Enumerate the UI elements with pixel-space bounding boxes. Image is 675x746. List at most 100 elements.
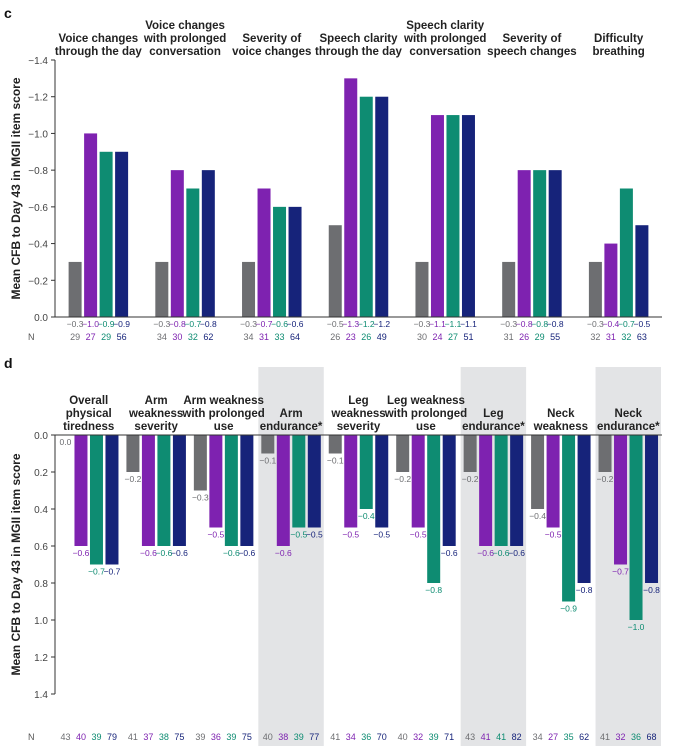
y-tick-label: 1.0 (34, 616, 48, 627)
bar (157, 435, 171, 546)
n-value: 29 (535, 332, 545, 342)
n-value: 51 (463, 332, 473, 342)
bar (141, 435, 155, 546)
data-label: −0.7 (104, 567, 121, 577)
n-value: 79 (107, 732, 117, 742)
bar (172, 435, 186, 546)
n-value: 37 (143, 732, 153, 742)
bar (170, 170, 184, 317)
bar (99, 151, 113, 317)
data-label: −0.4 (529, 511, 546, 521)
data-label: −0.7 (612, 567, 629, 577)
panel-label: c (4, 5, 12, 21)
n-value: 62 (579, 732, 589, 742)
bar (89, 435, 103, 565)
n-value: 31 (259, 332, 269, 342)
data-label: −0.6 (508, 548, 525, 558)
data-label: −0.8 (643, 585, 660, 595)
n-value: 30 (172, 332, 182, 342)
data-label: −1.2 (373, 319, 390, 329)
category-title: Neck (547, 408, 575, 420)
category-title: voice changes (232, 46, 311, 58)
bar (598, 435, 612, 472)
data-label: −0.6 (441, 548, 458, 558)
n-value: 32 (413, 732, 423, 742)
data-label: −0.5 (342, 530, 359, 540)
category-title: Severity of (503, 33, 562, 45)
bar (126, 435, 140, 472)
y-axis-label: Mean CFB to Day 43 in MGII item score (9, 77, 23, 299)
data-label: −0.8 (576, 585, 593, 595)
data-label: −0.8 (425, 585, 442, 595)
n-value: 23 (346, 332, 356, 342)
bar (240, 435, 254, 546)
bar (186, 188, 200, 317)
n-value: 36 (361, 732, 371, 742)
data-label: −1.1 (429, 319, 446, 329)
n-value: 24 (432, 332, 442, 342)
category-title: conversation (409, 46, 481, 58)
n-value: 29 (101, 332, 111, 342)
category-title: with prolonged (181, 408, 264, 420)
category-title: Speech clarity (320, 33, 399, 45)
n-row-label: N (28, 332, 35, 342)
data-label: −0.5 (290, 530, 307, 540)
n-value: 35 (564, 732, 574, 742)
bar (375, 96, 389, 317)
category-title: through the day (315, 46, 402, 58)
bar (276, 435, 290, 546)
bar (546, 435, 560, 528)
data-label: −1.2 (358, 319, 375, 329)
bar (273, 206, 287, 317)
data-label: −0.6 (156, 548, 173, 558)
n-value: 62 (203, 332, 213, 342)
n-value: 27 (86, 332, 96, 342)
panel-d-chart: d Mean CFB to Day 43 in MGII item score 0.… (4, 355, 662, 746)
n-value: 41 (481, 732, 491, 742)
n-value: 56 (117, 332, 127, 342)
n-value: 39 (226, 732, 236, 742)
n-value: 26 (361, 332, 371, 342)
category-title: through the day (55, 46, 142, 58)
n-value: 31 (504, 332, 514, 342)
category-title: with prolonged (403, 33, 486, 45)
n-value: 39 (429, 732, 439, 742)
category-title: Voice changes (145, 20, 225, 32)
n-value: 75 (242, 732, 252, 742)
n-value: 40 (263, 732, 273, 742)
y-axis-label: Mean CFB to Day 43 in MGII item score (9, 453, 23, 675)
data-label: −0.7 (618, 319, 635, 329)
category-title: weakness (533, 421, 588, 433)
bar (307, 435, 321, 528)
n-value: 34 (157, 332, 167, 342)
y-tick-label: 0.0 (34, 431, 48, 442)
data-label: −0.6 (140, 548, 157, 558)
n-value: 34 (346, 732, 356, 742)
data-label: −0.6 (223, 548, 240, 558)
n-value: 27 (448, 332, 458, 342)
category-title: Overall (69, 395, 108, 407)
category-title: Arm (145, 395, 168, 407)
data-label: −0.4 (358, 511, 375, 521)
n-value: 40 (76, 732, 86, 742)
bar (359, 435, 373, 509)
bar (257, 188, 271, 317)
bar (242, 261, 256, 317)
category-title: Severity of (242, 33, 301, 45)
category-title: tiredness (63, 421, 114, 433)
bar (614, 435, 628, 565)
n-value: 82 (512, 732, 522, 742)
n-value: 43 (465, 732, 475, 742)
y-tick-label: 0.0 (34, 313, 48, 324)
shaded-group-background (258, 367, 324, 746)
y-tick-label: −0.4 (28, 240, 48, 251)
category-title: Speech clarity (406, 20, 485, 32)
data-label: −0.8 (516, 319, 533, 329)
n-value: 32 (188, 332, 198, 342)
bar (74, 435, 88, 546)
bar (645, 435, 659, 583)
category-title: with prolonged (143, 33, 226, 45)
n-value: 41 (496, 732, 506, 742)
n-value: 41 (128, 732, 138, 742)
data-label: −0.8 (547, 319, 564, 329)
